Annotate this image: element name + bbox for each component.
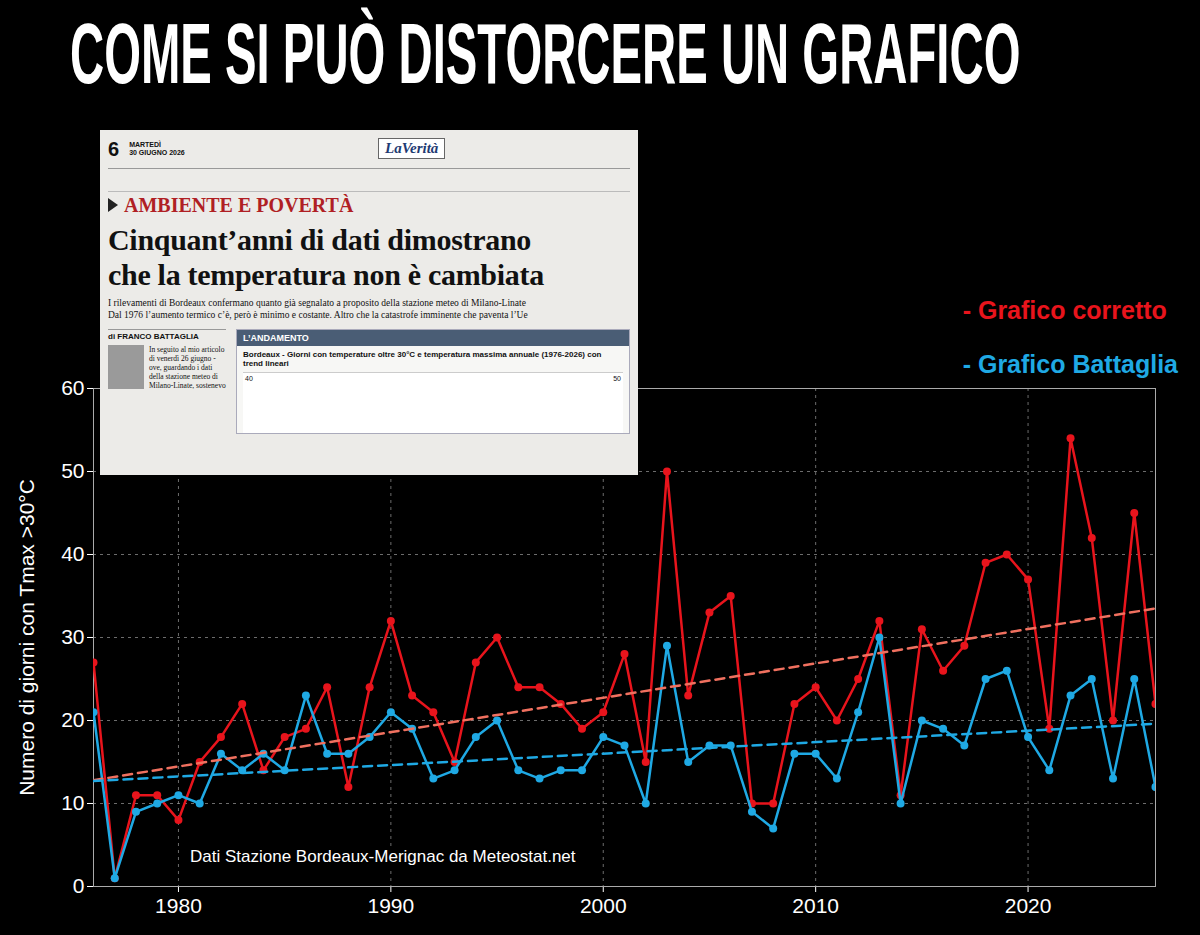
- html-text:6: 6: [108, 137, 120, 160]
- html-text:- Grafico corretto: - Grafico corretto: [962, 296, 1167, 324]
- html-text:Dal 1976 l’aumento termico c’è: Dal 1976 l’aumento termico c’è, però è m…: [108, 310, 528, 320]
- html-text:COME SI PUÒ DISTORCERE UN GRAF: COME SI PUÒ DISTORCERE UN GRAFICO: [70, 5, 1021, 101]
- html-text:Cinquant’anni di dati dimostra: Cinquant’anni di dati dimostrano: [108, 223, 531, 256]
- svg-text:0: 0: [73, 874, 85, 897]
- svg-text:50: 50: [61, 459, 84, 482]
- svg-text:40: 40: [61, 542, 84, 565]
- html-text:- Grafico Battaglia: - Grafico Battaglia: [962, 350, 1178, 378]
- html-text:In seguito al mio articolo di: In seguito al mio articolo di venerdì 26…: [149, 345, 226, 390]
- svg-text:2010: 2010: [792, 894, 839, 917]
- html-text:Dati Stazione Bordeaux-Merigna: Dati Stazione Bordeaux-Merignac da Meteo…: [190, 847, 576, 866]
- svg-text:20: 20: [61, 708, 84, 731]
- svg-text:2000: 2000: [580, 894, 627, 917]
- svg-text:10: 10: [61, 791, 84, 814]
- svg-text:30: 30: [61, 625, 84, 648]
- svg-text:1980: 1980: [155, 894, 202, 917]
- html-text:che la temperatura non è cambi: che la temperatura non è cambiata: [108, 258, 544, 291]
- html-text:MARTEDÌ: MARTEDÌ: [129, 141, 161, 148]
- html-text:L’ANDAMENTO: L’ANDAMENTO: [243, 333, 309, 343]
- html-text:30 GIUGNO 2026: 30 GIUGNO 2026: [129, 149, 185, 156]
- html-text:40: 40: [245, 375, 253, 382]
- svg-text:60: 60: [61, 376, 84, 399]
- html-text:Bordeaux - Giorni con temperat: Bordeaux - Giorni con temperature oltre …: [243, 350, 602, 368]
- html-text:di FRANCO BATTAGLIA: di FRANCO BATTAGLIA: [108, 332, 199, 341]
- svg-text:2020: 2020: [1005, 894, 1052, 917]
- svg-text:Numero di giorni con Tmax >30°: Numero di giorni con Tmax >30°C: [15, 479, 38, 796]
- html-text:I rilevamenti di Bordeaux conf: I rilevamenti di Bordeaux confermano qua…: [108, 298, 526, 308]
- html-text:50: 50: [613, 375, 621, 382]
- html-text:LaVerità: LaVerità: [385, 140, 439, 156]
- html-text:AMBIENTE E POVERTÀ: AMBIENTE E POVERTÀ: [124, 193, 354, 216]
- svg-text:1990: 1990: [368, 894, 415, 917]
